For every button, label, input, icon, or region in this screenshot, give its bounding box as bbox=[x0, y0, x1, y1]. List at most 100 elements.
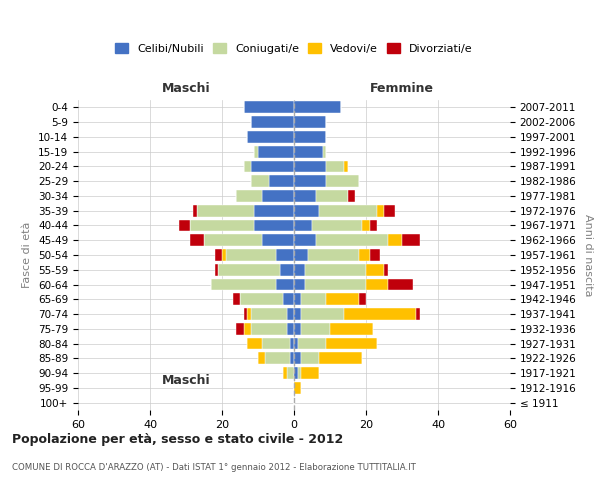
Bar bbox=[290, 352, 294, 364]
Bar bbox=[366, 278, 388, 290]
Bar bbox=[344, 160, 348, 172]
Text: Maschi: Maschi bbox=[161, 374, 211, 388]
Bar bbox=[294, 323, 301, 334]
Bar bbox=[190, 234, 204, 246]
Bar bbox=[236, 323, 244, 334]
Bar bbox=[301, 352, 319, 364]
Bar bbox=[244, 102, 294, 114]
Bar bbox=[294, 338, 298, 349]
Bar bbox=[294, 102, 341, 114]
Bar bbox=[294, 264, 305, 276]
Bar bbox=[233, 294, 240, 305]
Bar bbox=[251, 308, 287, 320]
Bar bbox=[312, 220, 362, 232]
Bar bbox=[287, 367, 294, 379]
Bar bbox=[190, 220, 254, 232]
Bar bbox=[359, 249, 370, 261]
Bar bbox=[330, 323, 373, 334]
Bar bbox=[294, 278, 305, 290]
Bar bbox=[294, 234, 316, 246]
Bar bbox=[301, 323, 330, 334]
Bar bbox=[287, 308, 294, 320]
Bar bbox=[402, 234, 420, 246]
Bar bbox=[204, 234, 262, 246]
Text: COMUNE DI ROCCA D'ARAZZO (AT) - Dati ISTAT 1° gennaio 2012 - Elaborazione TUTTIT: COMUNE DI ROCCA D'ARAZZO (AT) - Dati IST… bbox=[12, 463, 416, 472]
Bar bbox=[193, 205, 197, 216]
Bar bbox=[319, 205, 377, 216]
Bar bbox=[294, 249, 308, 261]
Bar bbox=[359, 294, 366, 305]
Bar bbox=[294, 176, 326, 187]
Text: Femmine: Femmine bbox=[370, 82, 434, 95]
Bar bbox=[294, 131, 326, 143]
Bar bbox=[294, 146, 323, 158]
Bar bbox=[344, 308, 416, 320]
Bar bbox=[388, 234, 402, 246]
Bar bbox=[298, 367, 301, 379]
Bar bbox=[384, 205, 395, 216]
Bar bbox=[294, 190, 316, 202]
Bar bbox=[254, 205, 294, 216]
Bar bbox=[370, 249, 380, 261]
Bar bbox=[211, 278, 276, 290]
Bar bbox=[294, 352, 301, 364]
Bar bbox=[287, 323, 294, 334]
Bar bbox=[319, 352, 362, 364]
Bar bbox=[265, 352, 290, 364]
Bar bbox=[294, 205, 319, 216]
Y-axis label: Fasce di età: Fasce di età bbox=[22, 222, 32, 288]
Bar bbox=[384, 264, 388, 276]
Bar bbox=[416, 308, 420, 320]
Bar bbox=[218, 264, 280, 276]
Bar bbox=[294, 367, 298, 379]
Bar bbox=[197, 205, 254, 216]
Bar bbox=[348, 190, 355, 202]
Bar bbox=[251, 323, 287, 334]
Bar bbox=[283, 367, 287, 379]
Bar bbox=[262, 190, 294, 202]
Bar bbox=[377, 205, 384, 216]
Bar bbox=[294, 116, 326, 128]
Bar bbox=[244, 308, 247, 320]
Bar bbox=[247, 131, 294, 143]
Bar bbox=[244, 323, 251, 334]
Bar bbox=[294, 220, 312, 232]
Bar bbox=[362, 220, 370, 232]
Bar bbox=[326, 176, 359, 187]
Bar bbox=[222, 249, 226, 261]
Bar bbox=[298, 338, 326, 349]
Bar bbox=[305, 264, 366, 276]
Bar bbox=[294, 308, 301, 320]
Bar bbox=[301, 294, 326, 305]
Bar bbox=[251, 160, 294, 172]
Bar bbox=[301, 367, 319, 379]
Text: Maschi: Maschi bbox=[161, 82, 211, 95]
Bar bbox=[280, 264, 294, 276]
Bar bbox=[251, 176, 269, 187]
Bar bbox=[294, 382, 301, 394]
Bar bbox=[316, 234, 388, 246]
Bar bbox=[326, 294, 359, 305]
Bar bbox=[308, 249, 359, 261]
Bar bbox=[262, 338, 290, 349]
Bar bbox=[215, 264, 218, 276]
Bar bbox=[305, 278, 366, 290]
Bar bbox=[326, 160, 344, 172]
Bar bbox=[388, 278, 413, 290]
Bar bbox=[323, 146, 326, 158]
Bar bbox=[258, 352, 265, 364]
Bar bbox=[290, 338, 294, 349]
Bar bbox=[316, 190, 348, 202]
Bar bbox=[269, 176, 294, 187]
Bar bbox=[366, 264, 384, 276]
Bar bbox=[215, 249, 222, 261]
Bar bbox=[276, 249, 294, 261]
Bar bbox=[283, 294, 294, 305]
Text: Popolazione per età, sesso e stato civile - 2012: Popolazione per età, sesso e stato civil… bbox=[12, 432, 343, 446]
Bar bbox=[262, 234, 294, 246]
Bar bbox=[244, 160, 251, 172]
Legend: Celibi/Nubili, Coniugati/e, Vedovi/e, Divorziati/e: Celibi/Nubili, Coniugati/e, Vedovi/e, Di… bbox=[110, 38, 478, 59]
Bar bbox=[236, 190, 262, 202]
Bar bbox=[258, 146, 294, 158]
Bar bbox=[226, 249, 276, 261]
